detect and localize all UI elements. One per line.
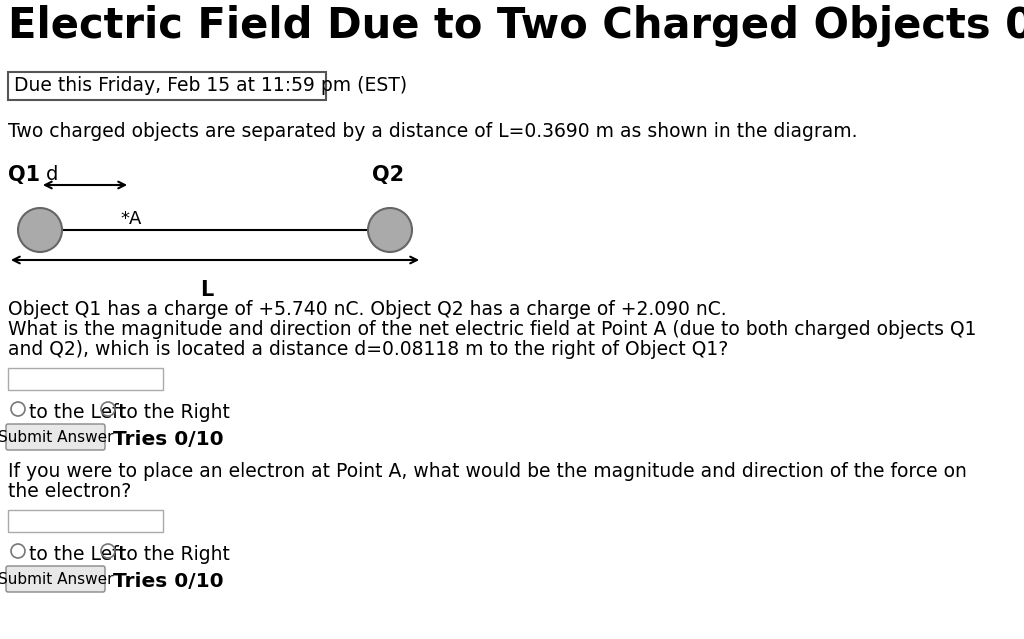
Text: Q2: Q2: [372, 165, 404, 185]
Text: L: L: [200, 280, 213, 300]
Text: What is the magnitude and direction of the net electric field at Point A (due to: What is the magnitude and direction of t…: [8, 320, 977, 339]
Text: Two charged objects are separated by a distance of L=0.3690 m as shown in the di: Two charged objects are separated by a d…: [8, 122, 857, 141]
Text: Submit Answer: Submit Answer: [0, 572, 114, 587]
Bar: [8, 368, 163, 390]
Circle shape: [368, 208, 412, 252]
Bar: [8, 510, 163, 532]
Text: to the Right: to the Right: [119, 403, 229, 422]
Text: Due this Friday, Feb 15 at 11:59 pm (EST): Due this Friday, Feb 15 at 11:59 pm (EST…: [14, 76, 408, 95]
Text: Submit Answer: Submit Answer: [0, 430, 114, 445]
Text: to the Right: to the Right: [119, 545, 229, 564]
Text: to the Left: to the Left: [29, 403, 126, 422]
FancyBboxPatch shape: [6, 566, 105, 592]
Text: Object Q1 has a charge of +5.740 nC. Object Q2 has a charge of +2.090 nC.: Object Q1 has a charge of +5.740 nC. Obj…: [8, 300, 727, 319]
FancyBboxPatch shape: [6, 424, 105, 450]
Text: Tries 0/10: Tries 0/10: [113, 430, 223, 449]
Bar: [8, 72, 326, 100]
Text: Q1: Q1: [8, 165, 40, 185]
Text: the electron?: the electron?: [8, 482, 131, 501]
Text: and Q2), which is located a distance d=0.08118 m to the right of Object Q1?: and Q2), which is located a distance d=0…: [8, 340, 728, 359]
Text: *A: *A: [120, 210, 141, 228]
Text: to the Left: to the Left: [29, 545, 126, 564]
Text: Electric Field Due to Two Charged Objects 01: Electric Field Due to Two Charged Object…: [8, 5, 1024, 47]
Text: Tries 0/10: Tries 0/10: [113, 572, 223, 591]
Text: d: d: [46, 165, 58, 184]
Text: If you were to place an electron at Point A, what would be the magnitude and dir: If you were to place an electron at Poin…: [8, 462, 967, 481]
Circle shape: [18, 208, 62, 252]
